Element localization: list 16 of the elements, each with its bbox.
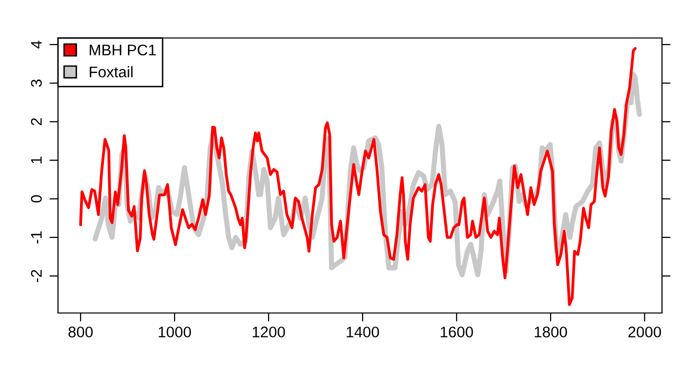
y-tick-label: -1 — [31, 231, 42, 244]
y-tick-label: -2 — [30, 270, 42, 282]
x-tick-label: 1000 — [158, 326, 191, 338]
legend-label: MBH PC1 — [90, 44, 156, 56]
x-tick-label: 1600 — [440, 326, 473, 338]
x-tick-label: 1800 — [534, 326, 567, 338]
y-tick-label: 1 — [31, 156, 42, 164]
x-tick-label: 1400 — [346, 326, 379, 338]
x-tick-label: 800 — [68, 326, 93, 338]
y-tick-label: 0 — [30, 195, 42, 202]
y-tick-label: 4 — [31, 40, 42, 48]
y-tick-label: 3 — [30, 80, 42, 87]
y-tick-label: 2 — [30, 118, 42, 126]
x-tick-label: 2000 — [628, 326, 662, 338]
legend-label: Foxtail — [90, 66, 133, 78]
x-tick-label: 1200 — [252, 326, 285, 338]
